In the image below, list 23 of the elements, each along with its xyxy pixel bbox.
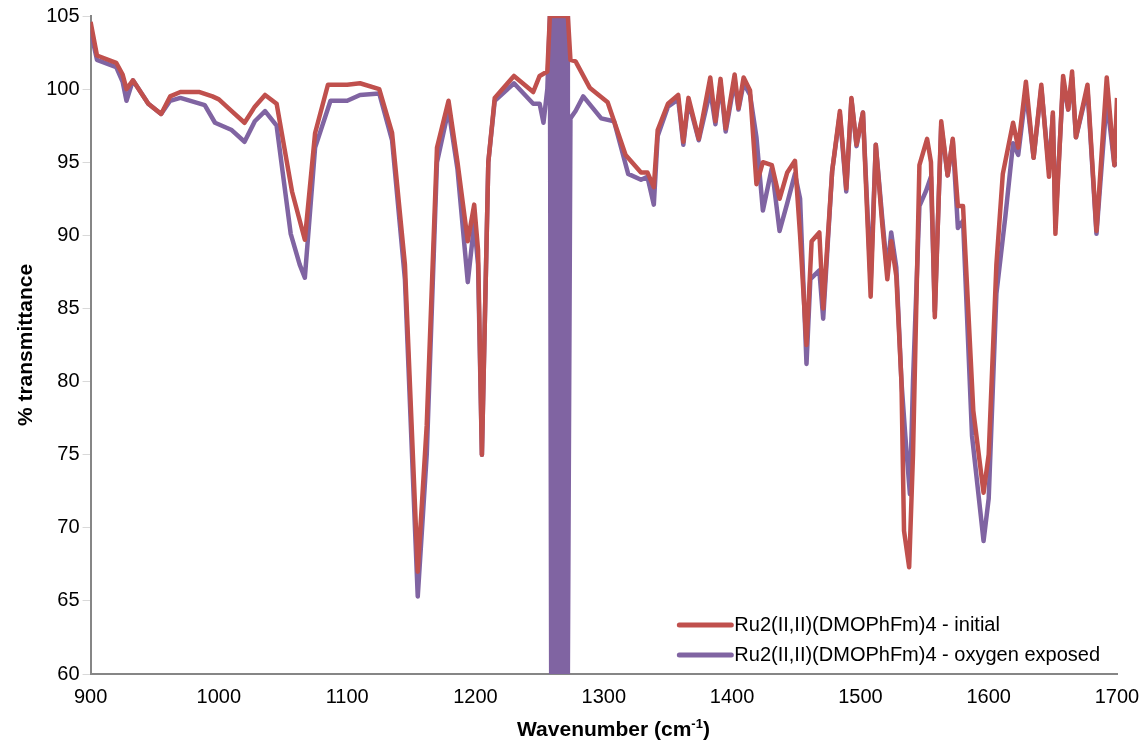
- x-axis-title: Wavenumber (cm$^{-1}$): [516, 716, 711, 741]
- x-tick-label: 1600: [966, 684, 1011, 707]
- y-tick-label: 100: [46, 76, 80, 99]
- y-tick-label: 80: [57, 369, 80, 392]
- x-tick-label: 1500: [838, 684, 883, 707]
- x-tick-label: 1000: [196, 684, 242, 707]
- y-tick-label: 95: [57, 149, 80, 172]
- y-tick-label: 90: [57, 222, 80, 245]
- legend-label: Ru2(II,II)(DMOPhFm)4 - initial: [734, 612, 1000, 635]
- x-tick-label: 900: [73, 684, 108, 707]
- y-tick-label: 70: [57, 515, 80, 538]
- x-tick-label: 1200: [453, 684, 498, 707]
- y-tick-label: 75: [57, 442, 80, 465]
- x-tick-label: 1300: [581, 684, 627, 707]
- x-tick-label: 1700: [1094, 684, 1140, 707]
- y-tick-label: 105: [46, 3, 80, 26]
- legend-label: Ru2(II,II)(DMOPhFm)4 - oxygen exposed: [734, 642, 1101, 665]
- y-axis-title: % transmittance: [13, 263, 37, 427]
- x-tick-label: 1100: [325, 684, 369, 707]
- y-tick-label: 85: [57, 295, 80, 318]
- y-tick-label: 65: [57, 588, 80, 611]
- x-tick-label: 1400: [709, 684, 755, 707]
- y-tick-label: 60: [57, 661, 80, 684]
